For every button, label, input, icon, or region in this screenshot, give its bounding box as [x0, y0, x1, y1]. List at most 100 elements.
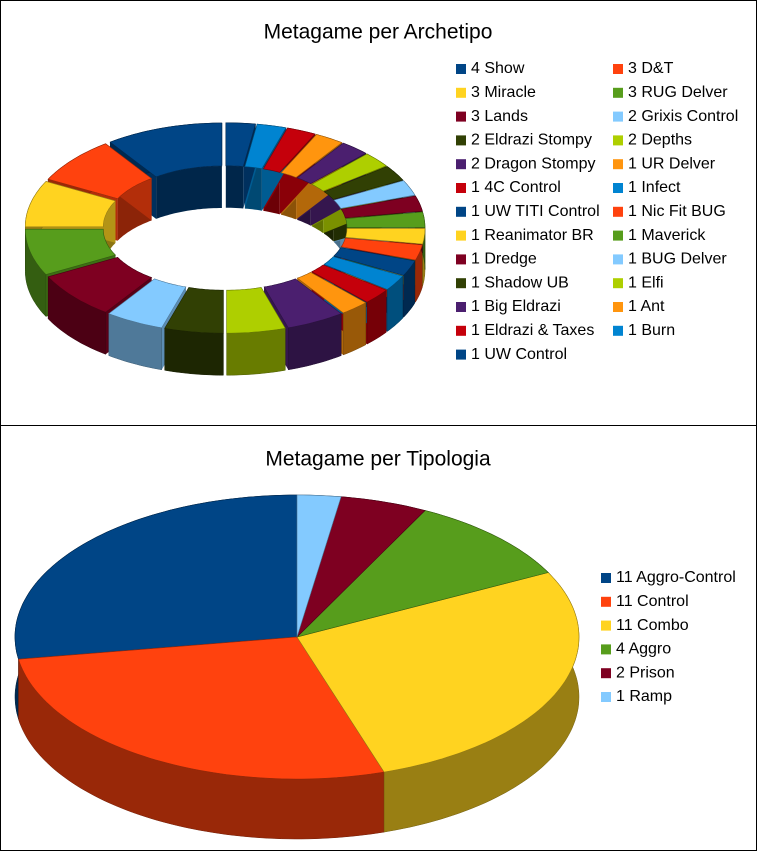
donut-slice — [262, 127, 316, 173]
donut-slice — [296, 271, 367, 314]
legend-swatch — [456, 159, 466, 170]
donut-slice — [226, 287, 286, 334]
legend-label: 3 Lands — [471, 108, 528, 125]
donut-slice — [311, 153, 387, 192]
slice-outer-wall — [164, 328, 224, 376]
legend-swatch — [601, 620, 611, 631]
legend-swatch — [613, 254, 623, 265]
legend-swatch — [613, 325, 623, 336]
legend-swatch — [456, 302, 466, 312]
slice-outer-wall — [226, 328, 286, 376]
donut-slice — [345, 211, 426, 228]
donut-slice — [225, 122, 256, 167]
legend-label: 2 Prison — [616, 664, 675, 681]
legend-label: 1 4C Control — [471, 179, 561, 196]
legend-label: 4 Show — [471, 60, 525, 77]
legend-swatch — [456, 206, 466, 217]
legend-label: 3 Miracle — [471, 84, 536, 101]
legend-label: 3 RUG Delver — [628, 84, 728, 101]
legend-label: 1 Burn — [628, 322, 675, 339]
legend-label: 1 Shadow UB — [471, 274, 569, 291]
donut-slice — [340, 195, 423, 219]
legend-swatch — [613, 159, 623, 170]
donut-slice — [340, 237, 423, 261]
legend-swatch — [456, 111, 466, 122]
legend-label: 11 Aggro-Control — [616, 569, 736, 586]
legend-label: 1 Ant — [628, 298, 665, 315]
legend-swatch — [601, 596, 611, 607]
legend-label: 2 Eldrazi Stompy — [471, 132, 592, 149]
legend-label: 1 UR Delver — [628, 155, 716, 172]
pie-slice — [14, 494, 298, 660]
legend-swatch — [456, 183, 466, 193]
donut-slice — [25, 228, 117, 275]
donut-slice — [323, 166, 404, 200]
legend-swatch — [613, 206, 623, 217]
pie-slice — [296, 572, 580, 773]
legend-swatch — [601, 573, 611, 583]
legend-swatch — [613, 230, 623, 241]
legend-swatch — [613, 111, 623, 122]
legend-label: 1 Maverick — [628, 227, 706, 244]
legend-label: 2 Dragon Stompy — [471, 155, 596, 172]
legend-swatch — [613, 64, 623, 74]
donut-slice — [25, 181, 117, 228]
legend-swatch — [613, 302, 623, 312]
legend-label: 1 Eldrazi & Taxes — [471, 322, 594, 339]
legend-swatch — [601, 668, 611, 679]
pie-slice — [296, 510, 549, 638]
donut-slice — [280, 134, 343, 178]
legend-swatch — [456, 278, 466, 289]
donut-slice — [345, 228, 426, 245]
donut-slice — [164, 287, 224, 334]
legend-label: 1 UW Control — [471, 346, 567, 363]
legend-swatch — [456, 325, 466, 336]
donut-slice — [244, 123, 287, 170]
legend-swatch — [613, 87, 623, 98]
slice-inner-wall — [225, 165, 244, 209]
legend-label: 11 Combo — [616, 617, 689, 634]
donut-slice — [296, 142, 367, 185]
donut-slice — [47, 143, 153, 200]
legend-swatch — [456, 230, 466, 241]
legend-label: 1 Big Eldrazi — [471, 298, 561, 315]
legend-swatch — [613, 278, 623, 289]
donut-slice — [109, 122, 223, 178]
legend-label: 1 Ramp — [616, 688, 672, 705]
legend-swatch — [613, 183, 623, 193]
legend-label: 1 UW TITI Control — [471, 203, 600, 220]
donut-slice — [263, 278, 342, 329]
legend-label: 11 Control — [616, 593, 689, 610]
legend-label: 1 Elfi — [628, 274, 664, 291]
legend-label: 1 Reanimator BR — [471, 227, 594, 244]
legend-label: 2 Depths — [628, 132, 692, 149]
legend-label: 1 Nic Fit BUG — [628, 203, 726, 220]
donut-slice — [311, 264, 387, 303]
legend-label: 1 Dredge — [471, 251, 537, 268]
pie-slice — [18, 636, 385, 780]
legend-swatch — [456, 87, 466, 98]
legend-label: 2 Grixis Control — [628, 108, 738, 125]
donut-slice — [108, 278, 187, 329]
pie-slice — [296, 496, 426, 638]
legend-swatch — [456, 254, 466, 265]
donut-slice — [47, 256, 153, 313]
legend-label: 1 BUG Delver — [628, 251, 727, 268]
chart-title: Metagame per Archetipo — [264, 21, 493, 44]
legend-swatch — [456, 135, 466, 146]
legend-swatch — [601, 692, 611, 702]
donut-slice — [323, 256, 404, 290]
chart-title: Metagame per Tipologia — [265, 448, 491, 471]
legend-label: 4 Aggro — [616, 641, 671, 658]
legend-label: 3 D&T — [628, 60, 674, 77]
slice-inner-wall — [156, 166, 222, 219]
legend-label: 1 Infect — [628, 179, 681, 196]
pie-slice — [296, 494, 342, 638]
legend-swatch — [456, 64, 466, 74]
donut-slice — [333, 247, 416, 276]
legend-swatch — [601, 644, 611, 655]
legend-swatch — [456, 349, 466, 360]
legend-swatch — [613, 135, 623, 146]
donut-slice — [333, 180, 416, 209]
